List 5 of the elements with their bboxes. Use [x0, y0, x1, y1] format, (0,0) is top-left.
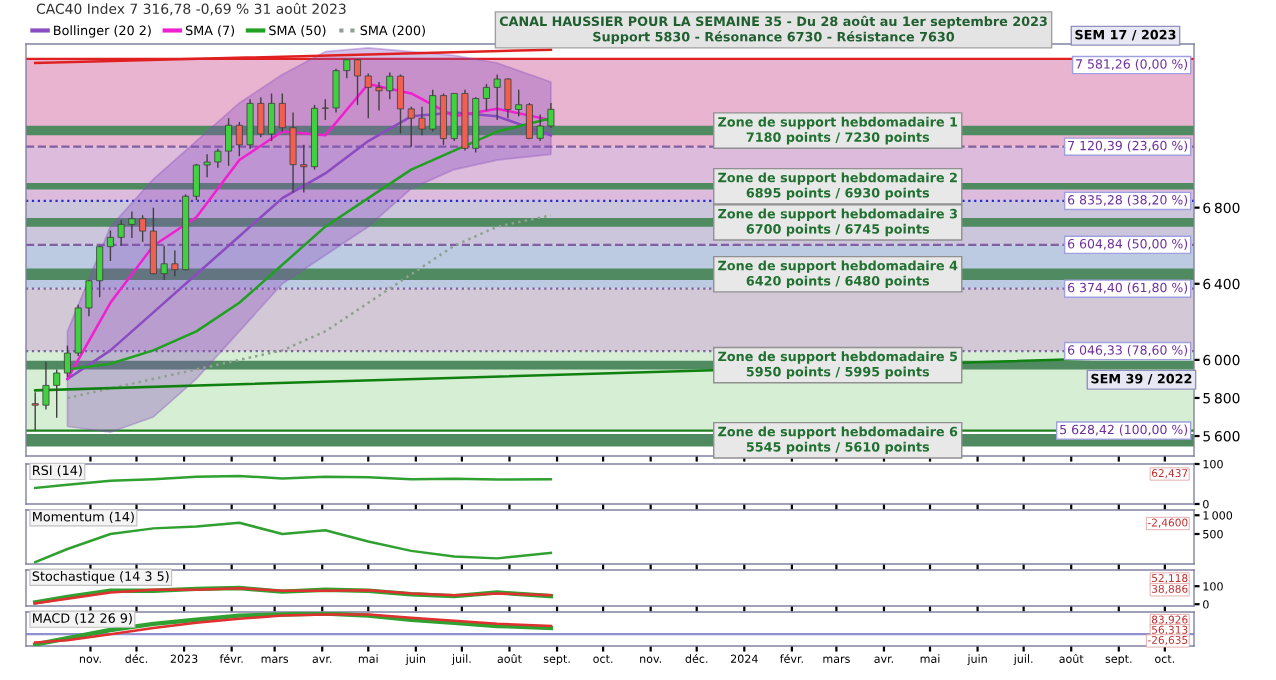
line-series	[33, 521, 553, 564]
line-series	[33, 474, 553, 490]
candlestick	[397, 73, 404, 135]
line-series	[66, 214, 553, 400]
candlestick	[354, 58, 362, 106]
